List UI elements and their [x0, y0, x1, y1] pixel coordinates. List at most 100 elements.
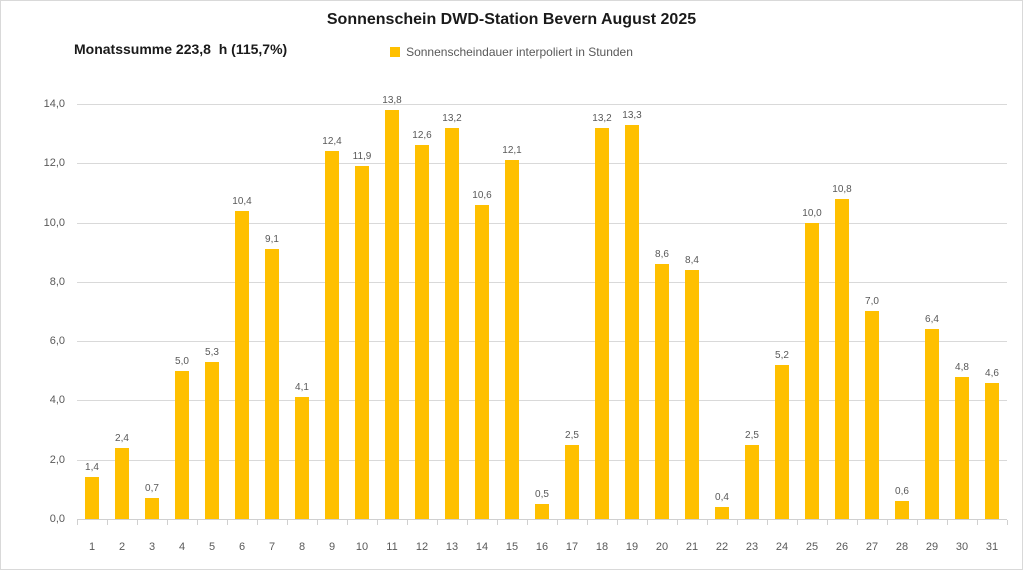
bar — [325, 151, 339, 519]
x-axis-tick — [857, 520, 858, 525]
bar — [235, 211, 249, 519]
bar — [175, 371, 189, 519]
y-axis-label: 10,0 — [43, 217, 65, 229]
bar-value-label: 4,6 — [985, 368, 999, 379]
x-axis-tick — [1007, 520, 1008, 525]
x-axis-tick — [467, 520, 468, 525]
x-axis-label: 5 — [208, 541, 216, 553]
legend: Sonnenscheindauer interpoliert in Stunde… — [1, 45, 1022, 59]
bar-value-label: 5,2 — [775, 350, 789, 361]
x-axis-label: 12 — [415, 541, 429, 553]
bar — [925, 329, 939, 519]
y-axis-label: 6,0 — [49, 335, 65, 347]
x-axis-tick — [137, 520, 138, 525]
bar-value-label: 8,6 — [655, 249, 669, 260]
bar-value-label: 10,4 — [232, 196, 252, 207]
x-axis-tick — [527, 520, 528, 525]
x-axis-label: 1 — [88, 541, 96, 553]
x-axis-tick — [887, 520, 888, 525]
x-axis-tick — [827, 520, 828, 525]
bar — [205, 362, 219, 519]
gridline — [77, 163, 1007, 164]
x-axis-line — [77, 519, 1007, 520]
x-axis-label: 3 — [148, 541, 156, 553]
x-axis-label: 19 — [625, 541, 639, 553]
bar-value-label: 13,3 — [622, 110, 642, 121]
bar-value-label: 12,1 — [502, 145, 522, 156]
bar-value-label: 10,6 — [472, 190, 492, 201]
x-axis-tick — [347, 520, 348, 525]
x-axis-label: 27 — [865, 541, 879, 553]
x-axis-tick — [677, 520, 678, 525]
bar — [655, 264, 669, 519]
x-axis-label: 31 — [985, 541, 999, 553]
x-axis-label: 22 — [715, 541, 729, 553]
chart-title: Sonnenschein DWD-Station Bevern August 2… — [326, 11, 697, 28]
bar — [685, 270, 699, 519]
bar-value-label: 6,4 — [925, 314, 939, 325]
y-axis-label: 12,0 — [43, 157, 65, 169]
x-axis-label: 24 — [775, 541, 789, 553]
x-axis-label: 6 — [238, 541, 246, 553]
bar — [745, 445, 759, 519]
x-axis-label: 23 — [745, 541, 759, 553]
bar-value-label: 9,1 — [265, 234, 279, 245]
x-axis-tick — [227, 520, 228, 525]
y-axis-label: 4,0 — [49, 394, 65, 406]
legend-label: Sonnenscheindauer interpoliert in Stunde… — [406, 45, 633, 59]
bar-value-label: 13,2 — [442, 113, 462, 124]
bar-value-label: 13,8 — [382, 95, 402, 106]
x-axis-label: 28 — [895, 541, 909, 553]
x-axis-tick — [107, 520, 108, 525]
bar-value-label: 8,4 — [685, 255, 699, 266]
bar — [625, 125, 639, 519]
gridline — [77, 104, 1007, 105]
bar — [985, 383, 999, 519]
x-axis-tick — [317, 520, 318, 525]
bar — [865, 311, 879, 519]
x-axis-label: 4 — [178, 541, 186, 553]
x-axis-label: 13 — [445, 541, 459, 553]
gridline — [77, 460, 1007, 461]
x-axis-label: 29 — [925, 541, 939, 553]
bar — [835, 199, 849, 519]
chart-subtitle: Monatssumme 223,8 h (115,7%) — [74, 41, 288, 57]
bar — [895, 501, 909, 519]
bar-value-label: 0,6 — [895, 486, 909, 497]
bar — [265, 249, 279, 519]
x-axis-label: 20 — [655, 541, 669, 553]
x-axis-label: 25 — [805, 541, 819, 553]
bar — [775, 365, 789, 519]
x-axis-label: 15 — [505, 541, 519, 553]
x-axis-label: 26 — [835, 541, 849, 553]
x-axis-label: 16 — [535, 541, 549, 553]
x-axis-label: 9 — [328, 541, 336, 553]
bar-value-label: 0,4 — [715, 492, 729, 503]
bar-value-label: 11,9 — [352, 151, 372, 162]
x-axis-label: 8 — [298, 541, 306, 553]
bar — [415, 145, 429, 519]
bar-value-label: 13,2 — [592, 113, 612, 124]
x-axis-label: 2 — [118, 541, 126, 553]
bar — [115, 448, 129, 519]
bar — [385, 110, 399, 519]
y-axis-label: 14,0 — [43, 98, 65, 110]
x-axis-label: 11 — [386, 541, 398, 553]
gridline — [77, 341, 1007, 342]
bar-value-label: 10,0 — [802, 208, 822, 219]
bar — [505, 160, 519, 519]
x-axis-tick — [587, 520, 588, 525]
bar — [445, 128, 459, 519]
x-axis-label: 7 — [268, 541, 276, 553]
bar — [535, 504, 549, 519]
x-axis-tick — [287, 520, 288, 525]
x-axis-tick — [557, 520, 558, 525]
bar-value-label: 10,8 — [832, 184, 852, 195]
gridline — [77, 282, 1007, 283]
bar — [295, 397, 309, 519]
gridline — [77, 223, 1007, 224]
x-axis-tick — [167, 520, 168, 525]
gridline — [77, 400, 1007, 401]
y-axis-label: 0,0 — [49, 513, 65, 525]
bar-value-label: 12,6 — [412, 130, 432, 141]
